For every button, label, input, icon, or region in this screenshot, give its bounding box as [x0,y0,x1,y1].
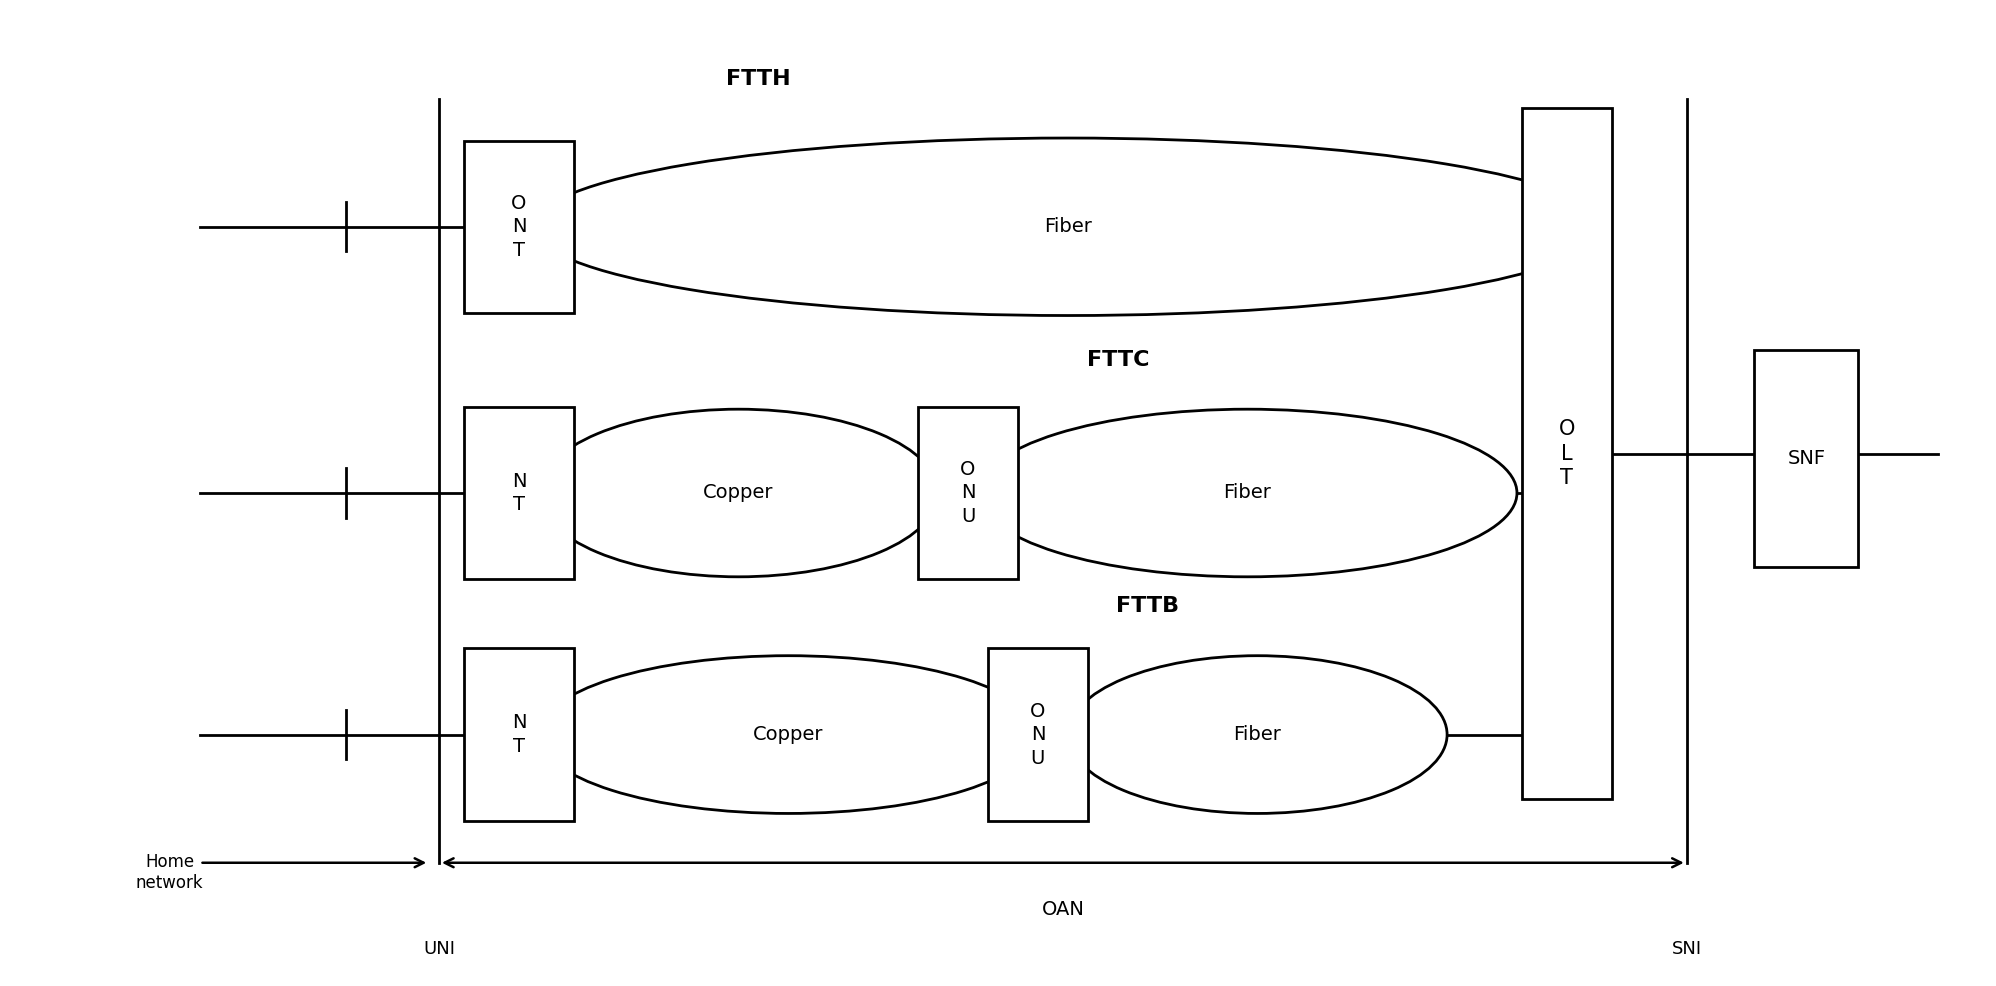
Text: Fiber: Fiber [1044,217,1092,237]
FancyBboxPatch shape [1521,108,1613,799]
FancyBboxPatch shape [463,649,575,820]
Text: FTTB: FTTB [1116,597,1180,616]
Text: N
T: N T [511,713,527,756]
Text: OAN: OAN [1042,899,1084,919]
Text: N
T: N T [511,471,527,515]
Text: Home
network: Home network [136,853,204,892]
Text: SNF: SNF [1786,449,1826,468]
Text: UNI: UNI [423,940,455,957]
Ellipse shape [1068,656,1447,813]
Text: Copper: Copper [752,725,824,744]
Text: O
L
T: O L T [1559,419,1575,488]
FancyBboxPatch shape [1754,350,1858,567]
FancyBboxPatch shape [463,141,575,314]
FancyBboxPatch shape [988,649,1088,820]
Text: O
N
U: O N U [1030,702,1046,767]
Text: FTTH: FTTH [727,69,790,89]
FancyBboxPatch shape [463,407,575,580]
Text: Fiber: Fiber [1234,725,1281,744]
Ellipse shape [978,409,1517,577]
Ellipse shape [539,409,938,577]
Ellipse shape [539,656,1038,813]
Text: FTTC: FTTC [1086,350,1150,370]
Text: Fiber: Fiber [1224,483,1271,503]
Ellipse shape [533,138,1603,316]
Text: Copper: Copper [703,483,774,503]
Text: O
N
T: O N T [511,194,527,259]
FancyBboxPatch shape [918,407,1018,580]
Text: SNI: SNI [1671,940,1703,957]
Text: O
N
U: O N U [960,460,976,526]
